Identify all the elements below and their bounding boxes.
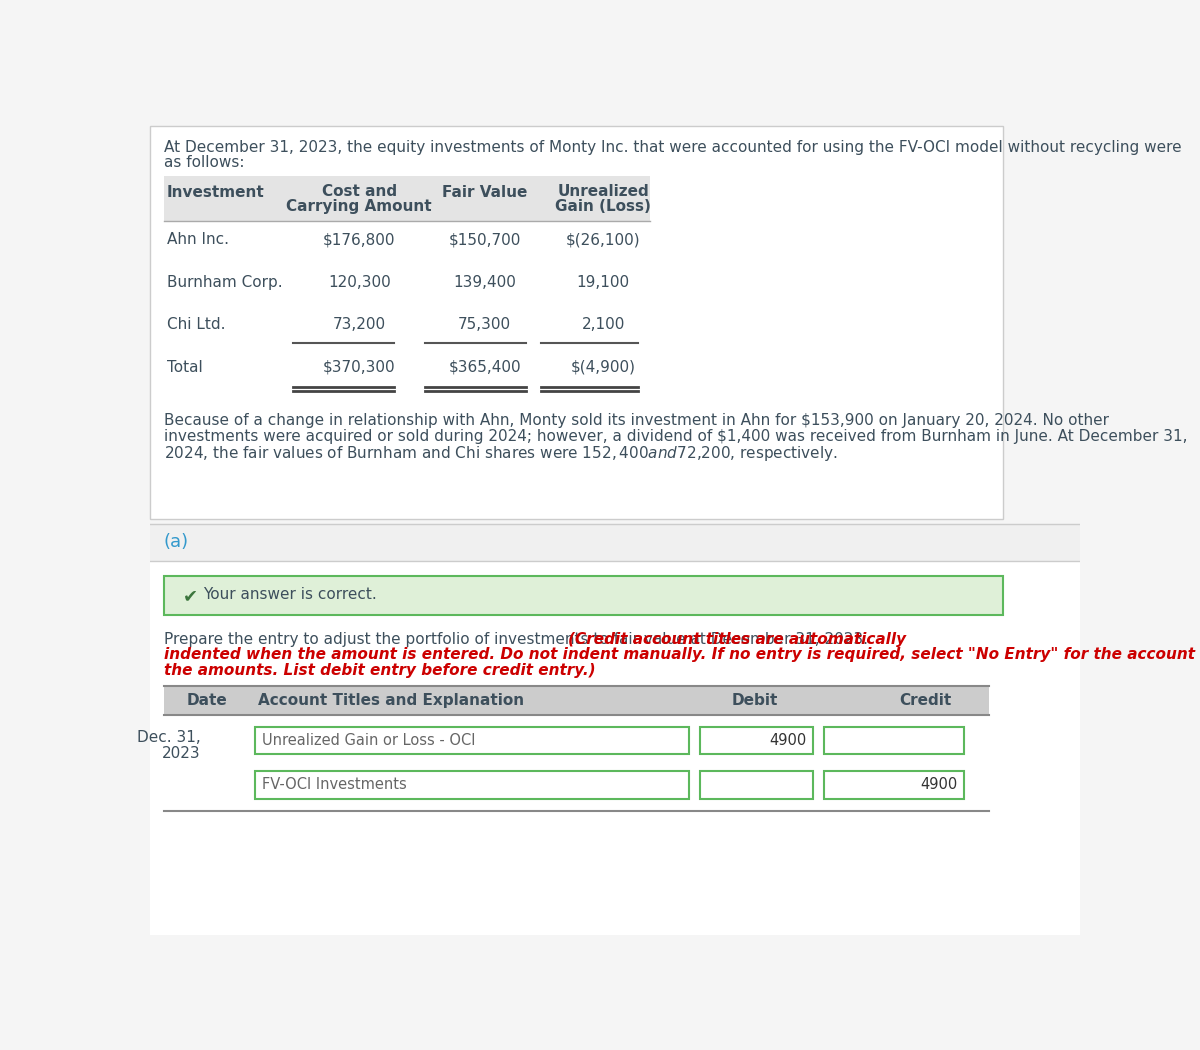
Text: Carrying Amount: Carrying Amount	[287, 200, 432, 214]
Text: Ahn Inc.: Ahn Inc.	[167, 232, 229, 248]
Text: (Credit account titles are automatically: (Credit account titles are automatically	[569, 632, 907, 647]
Text: indented when the amount is entered. Do not indent manually. If no entry is requ: indented when the amount is entered. Do …	[164, 647, 1200, 663]
Text: the amounts. List debit entry before credit entry.): the amounts. List debit entry before cre…	[164, 663, 595, 677]
Text: 2024, the fair values of Burnham and Chi shares were $152,400 and $72,200, respe: 2024, the fair values of Burnham and Chi…	[164, 444, 838, 463]
Text: At December 31, 2023, the equity investments of Monty Inc. that were accounted f: At December 31, 2023, the equity investm…	[164, 140, 1182, 154]
Text: Cost and: Cost and	[322, 184, 397, 198]
FancyBboxPatch shape	[150, 561, 1080, 934]
Text: as follows:: as follows:	[164, 155, 245, 170]
Text: Date: Date	[186, 693, 227, 709]
Text: 120,300: 120,300	[328, 275, 391, 290]
FancyBboxPatch shape	[824, 727, 964, 754]
Text: investments were acquired or sold during 2024; however, a dividend of $1,400 was: investments were acquired or sold during…	[164, 428, 1188, 443]
Text: 2,100: 2,100	[582, 317, 625, 332]
Text: Unrealized: Unrealized	[558, 184, 649, 198]
Text: 4900: 4900	[769, 733, 806, 748]
Text: ✔: ✔	[182, 587, 198, 605]
FancyBboxPatch shape	[254, 727, 689, 754]
Text: 2023: 2023	[162, 746, 200, 761]
FancyBboxPatch shape	[150, 126, 1002, 519]
Text: Debit: Debit	[731, 693, 778, 709]
Text: Because of a change in relationship with Ahn, Monty sold its investment in Ahn f: Because of a change in relationship with…	[164, 414, 1109, 428]
Text: $(4,900): $(4,900)	[571, 359, 636, 375]
Text: $365,400: $365,400	[449, 359, 521, 375]
Text: 19,100: 19,100	[577, 275, 630, 290]
Text: $370,300: $370,300	[323, 359, 396, 375]
Text: (a): (a)	[164, 533, 190, 551]
Text: Gain (Loss): Gain (Loss)	[556, 200, 652, 214]
FancyBboxPatch shape	[824, 772, 964, 799]
FancyBboxPatch shape	[164, 576, 1002, 615]
Text: Credit: Credit	[899, 693, 952, 709]
Text: 73,200: 73,200	[332, 317, 386, 332]
Text: 75,300: 75,300	[458, 317, 511, 332]
FancyBboxPatch shape	[164, 176, 650, 220]
Text: Your answer is correct.: Your answer is correct.	[203, 587, 377, 603]
Text: Total: Total	[167, 359, 203, 375]
Text: Burnham Corp.: Burnham Corp.	[167, 275, 283, 290]
FancyBboxPatch shape	[701, 772, 812, 799]
FancyBboxPatch shape	[254, 772, 689, 799]
Text: Investment: Investment	[167, 186, 265, 201]
Text: 4900: 4900	[920, 777, 958, 793]
Text: Fair Value: Fair Value	[442, 186, 528, 201]
Text: $150,700: $150,700	[449, 232, 521, 248]
Text: Chi Ltd.: Chi Ltd.	[167, 317, 226, 332]
FancyBboxPatch shape	[701, 727, 812, 754]
Text: 139,400: 139,400	[454, 275, 516, 290]
FancyBboxPatch shape	[150, 524, 1080, 561]
Text: Unrealized Gain or Loss - OCI: Unrealized Gain or Loss - OCI	[263, 733, 476, 748]
Text: FV-OCI Investments: FV-OCI Investments	[263, 777, 407, 793]
Text: Dec. 31,: Dec. 31,	[137, 731, 200, 746]
Text: $(26,100): $(26,100)	[566, 232, 641, 248]
Text: Account Titles and Explanation: Account Titles and Explanation	[258, 693, 524, 709]
Text: $176,800: $176,800	[323, 232, 396, 248]
Text: Prepare the entry to adjust the portfolio of investments to fair value at Decemb: Prepare the entry to adjust the portfoli…	[164, 632, 872, 647]
FancyBboxPatch shape	[164, 686, 989, 715]
